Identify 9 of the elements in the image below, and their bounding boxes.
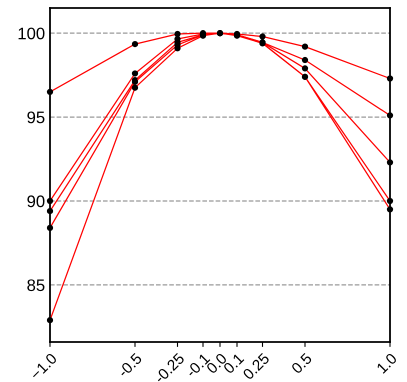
y-tick-label: 100 bbox=[18, 28, 44, 40]
x-tick-label: -0.5 bbox=[117, 352, 142, 378]
x-tick-label: 1.0 bbox=[376, 352, 398, 374]
x-tick-label: 0.1 bbox=[222, 352, 244, 374]
y-tick-label: 95 bbox=[27, 111, 44, 124]
x-tick-label: −1.0 bbox=[29, 352, 58, 380]
y-tick-label: 85 bbox=[27, 279, 44, 292]
x-tick-label: 0.5 bbox=[290, 352, 312, 374]
y-tick-label: 90 bbox=[27, 195, 44, 208]
